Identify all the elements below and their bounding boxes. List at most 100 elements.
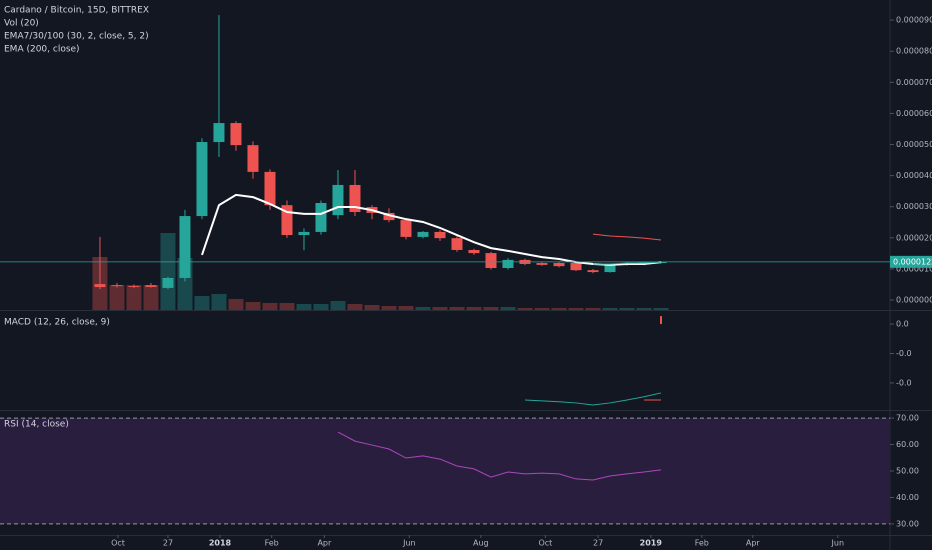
- candle-body: [570, 263, 582, 271]
- y-tick-label: 0.00000000: [896, 296, 932, 305]
- candle-body: [298, 231, 310, 236]
- candle-body: [145, 285, 157, 287]
- volume-bar: [296, 304, 312, 310]
- volume-bar: [194, 296, 210, 310]
- indicator-line: [524, 392, 662, 406]
- y-tick-label: 30.00: [896, 519, 919, 528]
- rsi-band: [0, 418, 890, 524]
- volume-bar: [398, 306, 414, 310]
- volume-bar: [653, 308, 669, 310]
- histogram-bar: [659, 316, 662, 325]
- candle-body: [281, 205, 293, 236]
- volume-bar: [347, 304, 363, 310]
- indicator-line: [201, 193, 662, 266]
- x-tick-label: Jun: [831, 539, 845, 548]
- y-tick-label: 0.00008000: [896, 47, 932, 56]
- last-price-badge: [890, 255, 932, 268]
- candle-body: [451, 238, 463, 250]
- volume-bar: [364, 305, 380, 310]
- x-tick-label: 27: [593, 539, 603, 548]
- pane-title: RSI (14, close): [4, 420, 69, 430]
- y-tick-label: 0.00006000: [896, 109, 932, 118]
- y-tick-label: 0.00009000: [896, 16, 932, 25]
- volume-bar: [585, 308, 601, 310]
- volume-bar: [432, 307, 448, 310]
- volume-bar: [449, 307, 465, 310]
- x-tick-label: Apr: [317, 539, 332, 548]
- candle-body: [247, 145, 259, 172]
- volume-bar: [466, 307, 482, 310]
- indicator-legend: EMA (200, close): [4, 45, 80, 55]
- candle-body: [485, 253, 497, 269]
- volume-bar: [109, 285, 125, 310]
- y-tick-label: 70.00: [896, 414, 919, 423]
- x-tick-label: Oct: [538, 539, 552, 548]
- volume-bar: [517, 308, 533, 310]
- x-tick-label: Oct: [111, 539, 125, 548]
- volume-bar: [381, 306, 397, 310]
- volume-bar: [415, 307, 431, 310]
- candle-body: [349, 184, 361, 213]
- candle-body: [332, 184, 344, 216]
- indicator-line: [592, 233, 662, 241]
- x-tick-label: Apr: [746, 539, 761, 548]
- indicator-legend: Vol (20): [4, 19, 39, 29]
- x-tick-label: 2019: [640, 539, 663, 548]
- y-tick-label: 50.00: [896, 466, 919, 475]
- y-tick-label: 0.00001000: [896, 264, 932, 273]
- volume-bar: [483, 307, 499, 310]
- y-tick-label: 40.00: [896, 493, 919, 502]
- volume-bar: [245, 302, 261, 310]
- candle-body: [230, 123, 242, 146]
- y-tick-label: 0.00002000: [896, 233, 932, 242]
- volume-bar: [500, 307, 516, 310]
- indicator-line: [337, 431, 662, 481]
- candle-body: [162, 277, 174, 288]
- y-tick-label: 0.00005000: [896, 140, 932, 149]
- candle-body: [94, 284, 106, 288]
- candle-body: [111, 285, 123, 287]
- y-tick-label: 60.00: [896, 440, 919, 449]
- x-tick-label: Feb: [265, 539, 279, 548]
- candle-body: [417, 231, 429, 237]
- candle-body: [553, 263, 565, 267]
- volume-bar: [551, 308, 567, 310]
- y-tick-label: -0.0: [896, 349, 912, 358]
- candle-body: [604, 264, 616, 273]
- candle-body: [587, 270, 599, 273]
- x-tick-label: 27: [163, 539, 173, 548]
- chart-title: Cardano / Bitcoin, 15D, BITTREX: [4, 6, 149, 16]
- candle-body: [468, 249, 480, 254]
- y-tick-label: 0.00004000: [896, 171, 932, 180]
- candle-body: [179, 216, 191, 278]
- volume-bar: [228, 299, 244, 310]
- candle-body: [536, 263, 548, 265]
- volume-bar: [143, 285, 159, 310]
- y-tick-label: 0.00007000: [896, 78, 932, 87]
- candle-body: [434, 231, 446, 239]
- x-tick-label: Aug: [473, 539, 489, 548]
- volume-bar: [568, 308, 584, 310]
- candle-body: [128, 286, 140, 288]
- candle-body: [400, 220, 412, 237]
- indicator-legend: EMA7/30/100 (30, 2, close, 5, 2): [4, 32, 149, 42]
- candle-body: [196, 142, 208, 217]
- volume-bar: [534, 308, 550, 310]
- volume-bar: [279, 303, 295, 310]
- pane-title: MACD (12, 26, close, 9): [4, 318, 110, 328]
- volume-bar: [126, 285, 142, 310]
- volume-bar: [619, 308, 635, 310]
- y-tick-label: 0.0: [896, 320, 909, 329]
- volume-bar: [160, 233, 176, 310]
- last-price-label: 0.00001228: [893, 257, 932, 266]
- x-tick-label: Feb: [695, 539, 709, 548]
- volume-bar: [211, 294, 227, 310]
- x-tick-label: Jun: [402, 539, 416, 548]
- y-tick-label: 0.00003000: [896, 202, 932, 211]
- x-tick-label: 2018: [209, 539, 232, 548]
- volume-bar: [330, 301, 346, 310]
- candle-body: [264, 171, 276, 206]
- candle-body: [315, 202, 327, 232]
- volume-bar: [602, 308, 618, 310]
